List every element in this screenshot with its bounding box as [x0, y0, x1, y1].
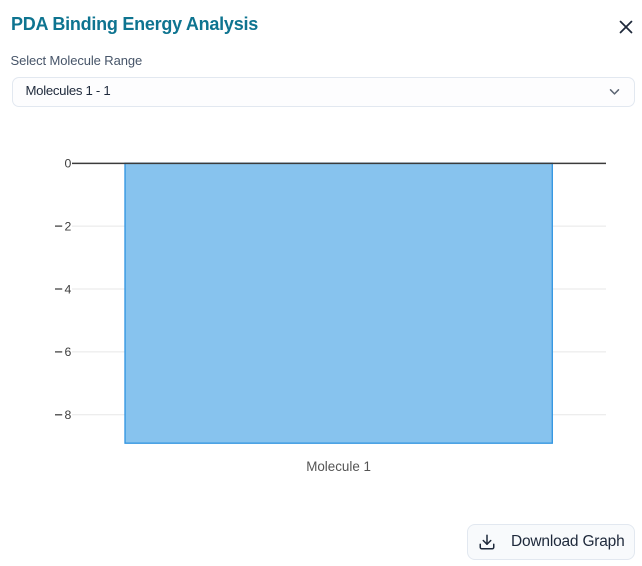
svg-text:0: 0 [64, 157, 71, 171]
svg-text:Molecule 1: Molecule 1 [306, 459, 371, 474]
svg-text:4: 4 [64, 282, 71, 296]
svg-text:6: 6 [64, 345, 71, 359]
svg-text:8: 8 [64, 408, 71, 422]
svg-text:2: 2 [64, 219, 71, 233]
